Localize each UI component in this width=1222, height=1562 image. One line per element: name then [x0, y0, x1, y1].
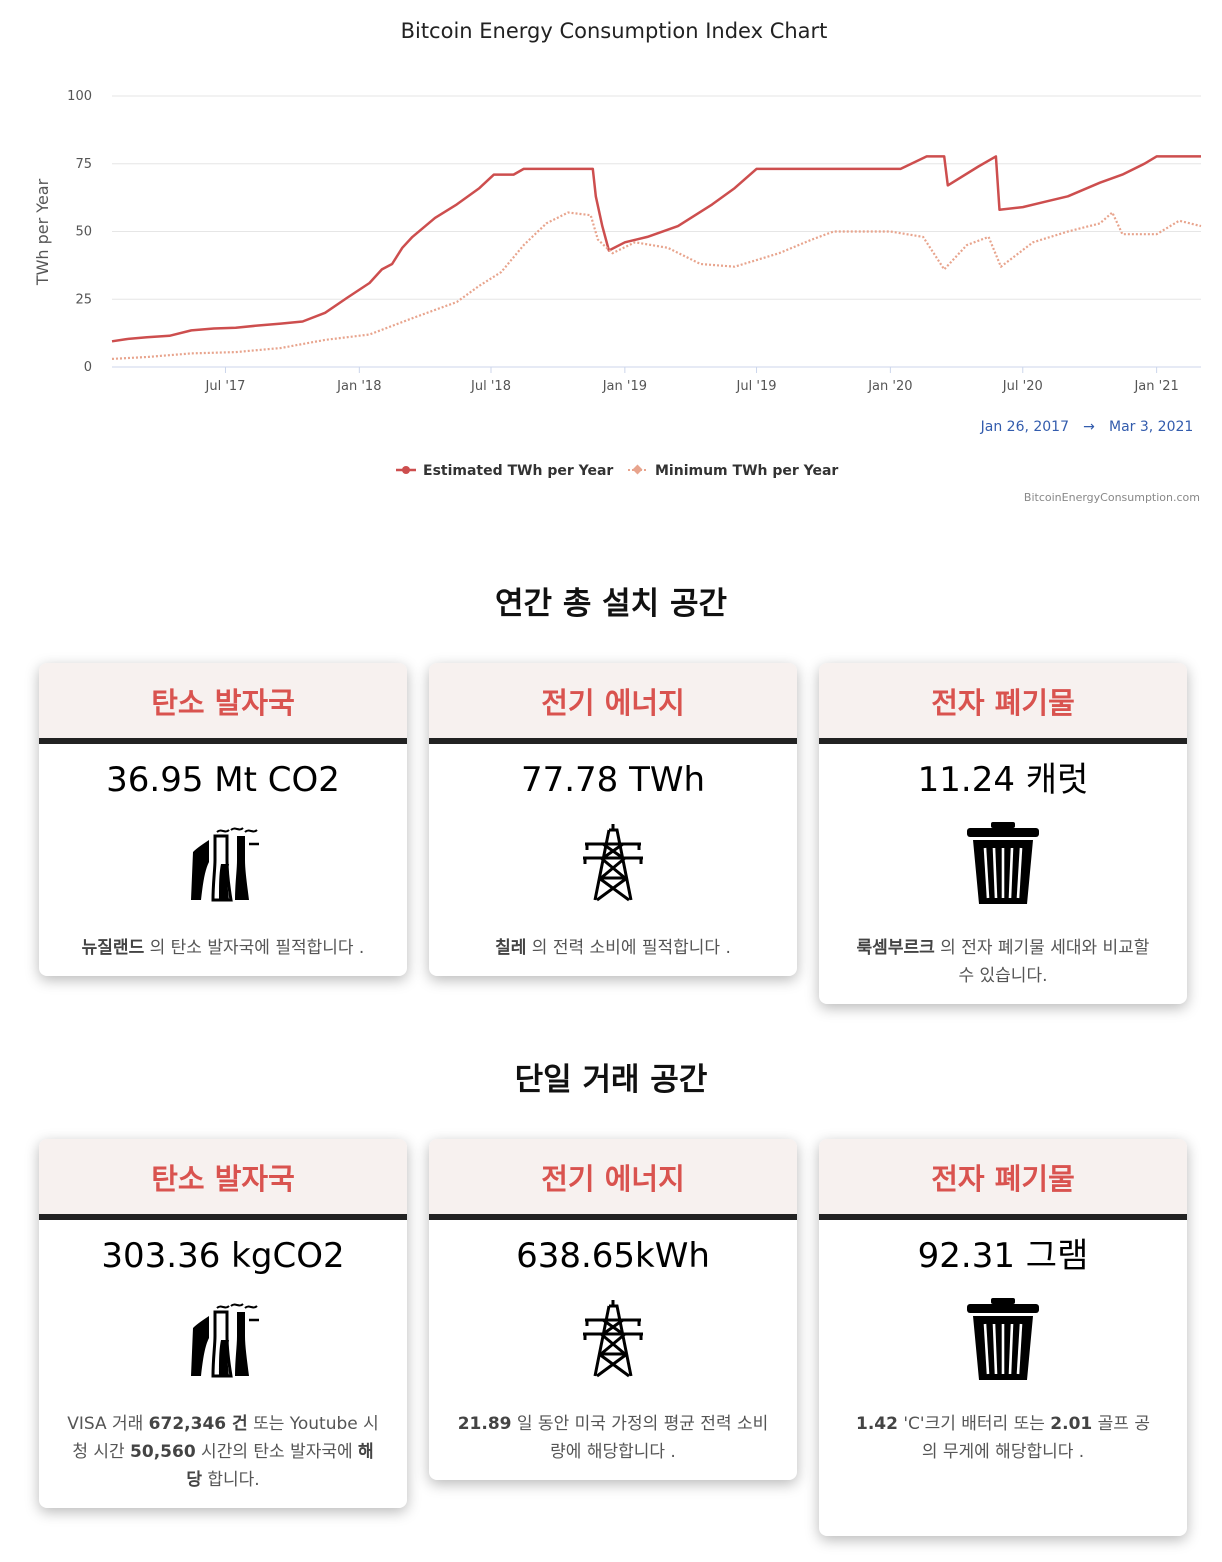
trash-can-icon — [819, 1298, 1187, 1382]
legend-item-estimated[interactable]: Estimated TWh per Year — [396, 463, 613, 479]
card-description: 칠레 의 전력 소비에 필적합니다 . — [429, 934, 797, 962]
energy-chart: Bitcoin Energy Consumption Index Chart 0… — [0, 0, 1222, 520]
description-highlight: 해당 — [186, 1442, 374, 1490]
card-heading: 탄소 발자국 — [39, 663, 407, 744]
x-tick-label: Jan '19 — [602, 379, 647, 394]
y-tick-label: 75 — [75, 157, 92, 172]
power-tower-icon — [429, 822, 797, 906]
description-highlight: 672,346 건 — [148, 1414, 248, 1434]
chart-legend[interactable]: Estimated TWh per Year Minimum TWh per Y… — [396, 463, 838, 479]
card-description: 1.42 'C'크기 배터리 또는 2.01 골프 공 의 무게에 해당합니다 … — [819, 1410, 1187, 1466]
chart-series — [111, 155, 1202, 360]
card-value: 638.65kWh — [516, 1236, 710, 1276]
range-from[interactable]: Jan 26, 2017 — [980, 419, 1069, 435]
trash-can-icon — [819, 822, 1187, 906]
legend-marker-minimum — [632, 464, 643, 475]
card-annual-carbon: 탄소 발자국 36.95 Mt CO2 뉴질랜드 의 탄소 발자국에 필적합니다… — [39, 663, 407, 976]
power-plant-icon-svg — [191, 827, 259, 902]
y-tick-label: 25 — [75, 292, 92, 307]
x-tick-label: Jul '18 — [470, 379, 511, 394]
card-heading: 전기 에너지 — [429, 663, 797, 744]
card-value: 11.24 캐럿 — [917, 760, 1089, 800]
x-tick-label: Jan '20 — [867, 379, 912, 394]
chart-svg: Bitcoin Energy Consumption Index Chart 0… — [33, 19, 1202, 504]
y-axis-title: TWh per Year — [33, 178, 52, 286]
description-highlight: 룩셈부르크 — [856, 938, 935, 958]
card-description: 뉴질랜드 의 탄소 발자국에 필적합니다 . — [39, 934, 407, 962]
series-line-estimated — [111, 155, 1201, 343]
chart-credit-link[interactable]: BitcoinEnergyConsumption.com — [1024, 491, 1200, 504]
card-annual-ewaste: 전자 폐기물 11.24 캐럿 룩셈부르크 의 전자 폐기물 세대와 비교할 수… — [819, 663, 1187, 1004]
card-annual-electric: 전기 에너지 77.78 TWh 칠레 의 전력 소비에 필적합니다 . — [429, 663, 797, 976]
description-highlight: 21.89 — [457, 1414, 512, 1434]
description-text: 골프 공 의 무게에 해당합니다 . — [921, 1414, 1150, 1462]
x-tick-label: Jul '20 — [1002, 379, 1043, 394]
description-highlight: 1.42 — [856, 1414, 898, 1434]
description-text: 또는 Youtube 시청 시간 — [72, 1414, 379, 1462]
chart-title: Bitcoin Energy Consumption Index Chart — [401, 19, 828, 43]
description-highlight: 뉴질랜드 — [81, 938, 145, 958]
description-text: 일 동안 미국 가정의 평균 전력 소비량에 해당합니다 . — [511, 1414, 769, 1462]
description-text: 의 전자 폐기물 세대와 비교할 수 있습니다. — [934, 938, 1150, 986]
card-tx-electric: 전기 에너지 638.65kWh 21.89 일 동안 미국 가정의 평균 전력… — [429, 1139, 797, 1480]
description-text: VISA 거래 — [67, 1414, 149, 1434]
description-text: 의 탄소 발자국에 필적합니다 . — [144, 938, 365, 958]
date-range-display[interactable]: Jan 26, 2017 → Mar 3, 2021 — [980, 419, 1194, 435]
range-arrow: → — [1083, 419, 1095, 435]
section-title-single-transaction: 단일 거래 공간 — [514, 1062, 708, 1098]
card-tx-carbon: 탄소 발자국 303.36 kgCO2 VISA 거래 672,346 건 또는… — [39, 1139, 407, 1508]
series-line-minimum — [111, 211, 1202, 360]
chart-grid: 0 25 50 75 100 Jul '17 Jan '18 Jul '18 Jan '19 Ju… — [67, 89, 1201, 394]
card-value: 36.95 Mt CO2 — [106, 760, 340, 800]
trash-can-icon-svg — [967, 822, 1039, 904]
description-text: 합니다. — [201, 1470, 260, 1490]
card-description: 21.89 일 동안 미국 가정의 평균 전력 소비량에 해당합니다 . — [429, 1410, 797, 1466]
description-highlight: 50,560 — [130, 1442, 196, 1462]
power-tower-icon-svg — [583, 824, 643, 902]
power-plant-icon — [39, 822, 407, 906]
legend-label-minimum[interactable]: Minimum TWh per Year — [655, 463, 838, 479]
power-plant-icon — [39, 1298, 407, 1382]
description-text: 의 전력 소비에 필적합니다 . — [526, 938, 731, 958]
description-highlight: 칠레 — [495, 938, 527, 958]
power-plant-icon-svg — [191, 1303, 259, 1378]
y-tick-label: 100 — [67, 89, 92, 104]
card-heading: 전자 폐기물 — [819, 1139, 1187, 1220]
x-tick-label: Jan '21 — [1133, 379, 1178, 394]
description-text: 시간의 탄소 발자국에 — [195, 1442, 359, 1462]
card-tx-ewaste: 전자 폐기물 92.31 그램 1.42 'C'크기 배터리 또는 2.01 골… — [819, 1139, 1187, 1536]
range-to[interactable]: Mar 3, 2021 — [1109, 419, 1193, 435]
section-title-annual: 연간 총 설치 공간 — [494, 586, 728, 622]
trash-can-icon-svg — [967, 1298, 1039, 1380]
card-heading: 탄소 발자국 — [39, 1139, 407, 1220]
description-text: 'C'크기 배터리 또는 — [897, 1414, 1051, 1434]
y-tick-label: 0 — [84, 360, 92, 375]
card-description: 룩셈부르크 의 전자 폐기물 세대와 비교할 수 있습니다. — [819, 934, 1187, 990]
y-tick-label: 50 — [75, 225, 92, 240]
x-tick-label: Jul '17 — [205, 379, 246, 394]
card-value: 77.78 TWh — [520, 760, 706, 800]
x-tick-label: Jul '19 — [736, 379, 777, 394]
card-value: 92.31 그램 — [917, 1236, 1089, 1276]
card-heading: 전기 에너지 — [429, 1139, 797, 1220]
legend-label-estimated[interactable]: Estimated TWh per Year — [423, 463, 613, 479]
card-heading: 전자 폐기물 — [819, 663, 1187, 744]
legend-marker-estimated — [402, 466, 410, 474]
x-tick-label: Jan '18 — [336, 379, 381, 394]
card-value: 303.36 kgCO2 — [101, 1236, 345, 1276]
card-description: VISA 거래 672,346 건 또는 Youtube 시청 시간 50,56… — [39, 1410, 407, 1494]
description-highlight: 2.01 — [1050, 1414, 1093, 1434]
legend-item-minimum[interactable]: Minimum TWh per Year — [628, 463, 838, 479]
power-tower-icon — [429, 1298, 797, 1382]
power-tower-icon-svg — [583, 1300, 643, 1378]
